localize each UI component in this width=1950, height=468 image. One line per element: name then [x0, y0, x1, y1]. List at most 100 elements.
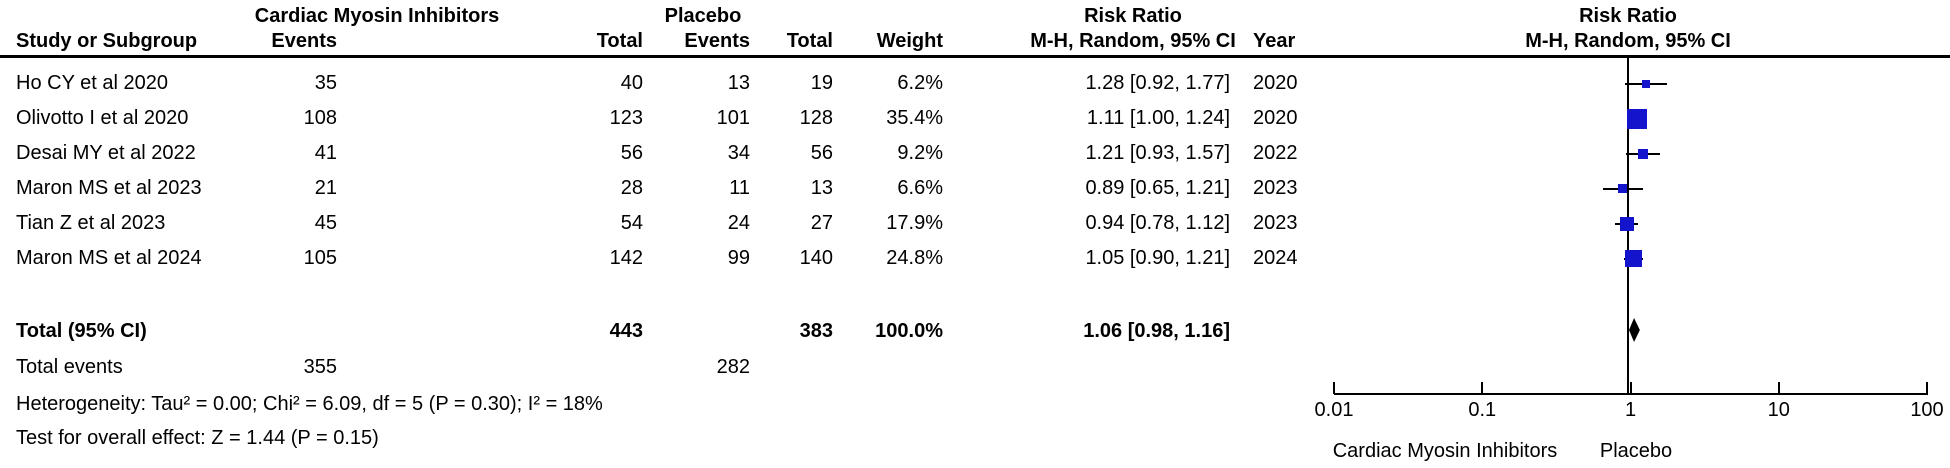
ctrl-events-cell: 11	[729, 177, 750, 199]
group-header-experimental: Cardiac Myosin Inhibitors	[254, 5, 500, 27]
favours-left-label: Cardiac Myosin Inhibitors	[1332, 440, 1558, 462]
overall-effect-test: Test for overall effect: Z = 1.44 (P = 0…	[16, 427, 379, 449]
col-header-year: Year	[1253, 30, 1296, 52]
exp-total-cell: 28	[620, 177, 643, 199]
ctrl-total-cell: 56	[810, 142, 833, 164]
col-header-mh-ci: M-H, Random, 95% CI	[1030, 30, 1236, 52]
year-cell: 2024	[1253, 247, 1298, 269]
risk-ratio-column-title: Risk Ratio	[1084, 5, 1182, 27]
exp-total-cell: 54	[620, 212, 643, 234]
year-cell: 2020	[1253, 72, 1298, 94]
ctrl-events-cell: 99	[727, 247, 750, 269]
ctrl-events-cell: 101	[716, 107, 750, 129]
total-exp-total: 443	[609, 320, 643, 342]
ctrl-total-cell: 27	[810, 212, 833, 234]
axis-tick	[1629, 382, 1632, 394]
year-cell: 2023	[1253, 212, 1298, 234]
year-cell: 2022	[1253, 142, 1298, 164]
study-row: Ho CY et al 2020 35 40 13 19 6.2% 1.28 [0.92, …	[0, 66, 1950, 101]
pooled-diamond	[1629, 318, 1641, 342]
year-cell: 2020	[1253, 107, 1298, 129]
exp-events-cell: 21	[314, 177, 337, 199]
exp-events-cell: 41	[314, 142, 337, 164]
col-header-exp-events: Events	[271, 30, 337, 52]
point-estimate-marker	[1619, 216, 1634, 231]
exp-total-cell: 142	[609, 247, 643, 269]
ctrl-total-cell: 140	[799, 247, 833, 269]
axis-tick	[1481, 382, 1484, 394]
study-row: Olivotto I et al 2020 108 123 101 128 35.4% 1.…	[0, 101, 1950, 136]
study-row: Maron MS et al 2024 105 142 99 140 24.8% 1.05 …	[0, 241, 1950, 276]
ctrl-events-cell: 24	[727, 212, 750, 234]
study-name: Olivotto I et al 2020	[16, 107, 189, 129]
total-events-ctrl: 282	[716, 356, 750, 378]
col-header-study: Study or Subgroup	[16, 30, 198, 52]
axis-tick	[1777, 382, 1780, 394]
header-divider	[0, 55, 1950, 58]
total-rr-ci: 1.06 [0.98, 1.16]	[1083, 320, 1230, 342]
total-row-label: Total (95% CI)	[16, 320, 147, 342]
study-row: Maron MS et al 2023 21 28 11 13 6.6% 0.89 [0.6…	[0, 171, 1950, 206]
axis-tick	[1333, 382, 1335, 394]
study-row: Tian Z et al 2023 45 54 24 27 17.9% 0.94 [0.78…	[0, 206, 1950, 241]
rr-ci-cell: 0.94 [0.78, 1.12]	[1085, 212, 1230, 234]
col-header-ctrl-events: Events	[684, 30, 750, 52]
axis-tick-label: 0.1	[1468, 399, 1497, 421]
total-events-exp: 355	[303, 356, 337, 378]
study-name: Ho CY et al 2020	[16, 72, 168, 94]
favours-right-label: Placebo	[1599, 440, 1673, 462]
total-events-label: Total events	[16, 356, 123, 378]
study-row: Desai MY et al 2022 41 56 34 56 9.2% 1.21 [0.9…	[0, 136, 1950, 171]
weight-cell: 24.8%	[886, 247, 943, 269]
col-header-exp-total: Total	[596, 30, 643, 52]
ctrl-events-cell: 13	[727, 72, 750, 94]
point-estimate-marker	[1642, 79, 1651, 88]
exp-total-cell: 56	[620, 142, 643, 164]
study-name: Maron MS et al 2024	[16, 247, 202, 269]
exp-events-cell: 35	[314, 72, 337, 94]
point-estimate-marker	[1637, 148, 1648, 159]
exp-events-cell: 45	[314, 212, 337, 234]
point-estimate-marker	[1627, 108, 1648, 129]
ctrl-total-cell: 13	[810, 177, 833, 199]
rr-ci-cell: 0.89 [0.65, 1.21]	[1085, 177, 1230, 199]
exp-total-cell: 123	[609, 107, 643, 129]
plot-header-mh-ci: M-H, Random, 95% CI	[1525, 30, 1731, 52]
axis-tick-label: 10	[1767, 399, 1790, 421]
heterogeneity-stats: Heterogeneity: Tau² = 0.00; Chi² = 6.09,…	[16, 393, 603, 415]
year-cell: 2023	[1253, 177, 1298, 199]
weight-cell: 17.9%	[886, 212, 943, 234]
x-axis	[1334, 393, 1928, 395]
study-name: Desai MY et al 2022	[16, 142, 196, 164]
risk-ratio-plot-title: Risk Ratio	[1579, 5, 1677, 27]
study-name: Maron MS et al 2023	[16, 177, 202, 199]
weight-cell: 6.6%	[897, 177, 943, 199]
study-name: Tian Z et al 2023	[16, 212, 166, 234]
total-ctrl-total: 383	[799, 320, 833, 342]
weight-cell: 35.4%	[886, 107, 943, 129]
point-estimate-marker	[1618, 184, 1628, 193]
weight-cell: 9.2%	[897, 142, 943, 164]
weight-cell: 6.2%	[897, 72, 943, 94]
group-header-control: Placebo	[664, 5, 742, 27]
axis-tick-label: 100	[1910, 399, 1944, 421]
exp-total-cell: 40	[620, 72, 643, 94]
ctrl-events-cell: 34	[727, 142, 750, 164]
axis-tick-label: 1	[1624, 399, 1637, 421]
exp-events-cell: 108	[303, 107, 337, 129]
rr-ci-cell: 1.21 [0.93, 1.57]	[1085, 142, 1230, 164]
exp-events-cell: 105	[303, 247, 337, 269]
total-weight: 100.0%	[875, 320, 943, 342]
point-estimate-marker	[1625, 250, 1643, 267]
ctrl-total-cell: 128	[799, 107, 833, 129]
rr-ci-cell: 1.05 [0.90, 1.21]	[1085, 247, 1230, 269]
ctrl-total-cell: 19	[810, 72, 833, 94]
rr-ci-cell: 1.11 [1.00, 1.24]	[1086, 107, 1230, 129]
axis-tick-label: 0.01	[1314, 399, 1354, 421]
col-header-weight: Weight	[876, 30, 943, 52]
col-header-ctrl-total: Total	[786, 30, 833, 52]
rr-ci-cell: 1.28 [0.92, 1.77]	[1085, 72, 1230, 94]
axis-tick	[1926, 382, 1928, 394]
